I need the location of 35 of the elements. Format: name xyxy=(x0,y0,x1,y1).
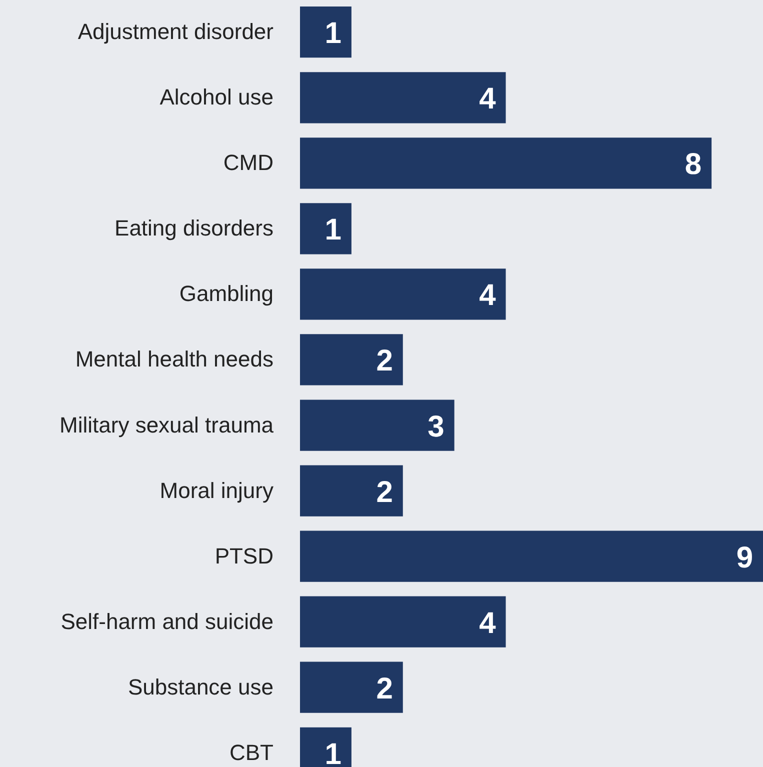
data-label: 3 xyxy=(428,410,444,444)
bar xyxy=(300,530,763,582)
bar xyxy=(300,268,506,320)
y-tick-label: PTSD xyxy=(214,543,274,568)
bar xyxy=(300,203,352,254)
y-tick-label: Military sexual trauma xyxy=(60,412,274,438)
bar xyxy=(300,334,403,386)
bar xyxy=(300,138,712,189)
y-tick-label: Alcohol use xyxy=(160,84,274,110)
bar xyxy=(300,596,506,648)
data-label: 2 xyxy=(376,476,393,509)
data-label: 8 xyxy=(684,148,702,182)
bar xyxy=(300,662,403,713)
bar xyxy=(300,400,454,451)
y-tick-label: CMD xyxy=(223,150,274,176)
data-label: 4 xyxy=(479,279,496,312)
data-label: 4 xyxy=(479,606,496,640)
data-label: 1 xyxy=(324,17,342,50)
bar xyxy=(300,465,403,516)
data-label: 9 xyxy=(736,541,753,574)
data-label: 1 xyxy=(324,738,342,767)
y-tick-label: Moral injury xyxy=(160,478,274,503)
y-tick-label: Self-harm and suicide xyxy=(60,608,274,634)
data-label: 4 xyxy=(479,82,496,116)
data-label: 2 xyxy=(376,672,393,706)
bar xyxy=(300,6,352,58)
y-tick-label: Gambling xyxy=(179,281,274,306)
y-tick-label: Eating disorders xyxy=(114,216,274,241)
y-tick-label: Mental health needs xyxy=(75,346,274,372)
data-label: 1 xyxy=(324,214,342,247)
y-tick-label: CBT xyxy=(230,740,274,765)
y-tick-label: Adjustment disorder xyxy=(78,19,274,44)
bar xyxy=(300,72,506,124)
data-label: 2 xyxy=(376,344,393,378)
y-tick-label: Substance use xyxy=(128,674,274,700)
